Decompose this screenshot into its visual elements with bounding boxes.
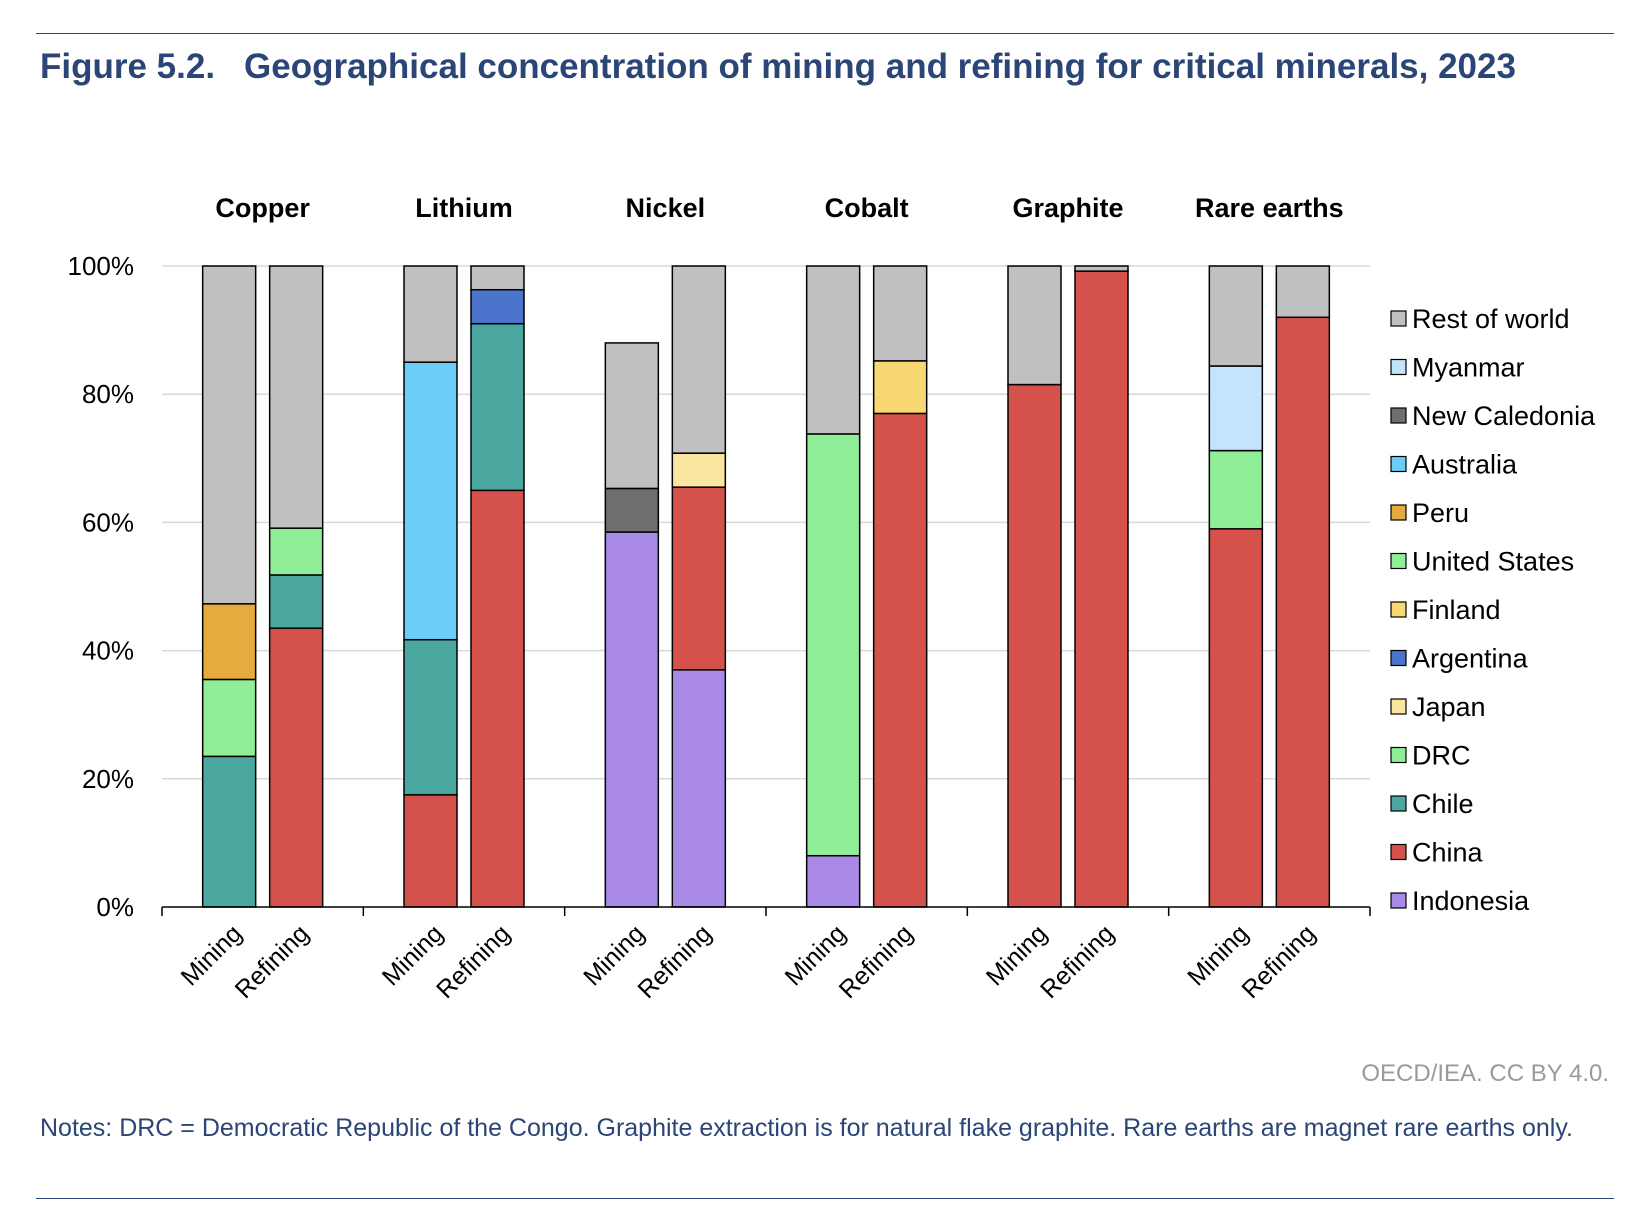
- x-tick-label-graphite-refining: Refining: [1035, 919, 1120, 1004]
- group-title-cobalt: Cobalt: [825, 193, 909, 223]
- bar-segment-lithium-refining-china: [470, 489, 525, 908]
- bar-segment-cobalt-mining-drc: [805, 433, 861, 857]
- legend-swatch-japan: [1390, 698, 1407, 715]
- bar-segment-copper-mining-rest-of-world: [201, 265, 257, 605]
- legend-swatch-indonesia: [1390, 892, 1407, 909]
- legend-label-new-caledonia: New Caledonia: [1412, 401, 1596, 431]
- bar-segment-nickel-refining-rest-of-world: [671, 265, 727, 454]
- bar-segment-graphite-mining-china: [1007, 383, 1062, 908]
- axes: [161, 906, 1371, 916]
- bar-segment-lithium-mining-rest-of-world: [403, 265, 458, 363]
- legend-swatch-peru: [1390, 504, 1407, 521]
- legend-swatch-new-caledonia: [1390, 407, 1407, 424]
- bar-segment-copper-mining-united-states: [201, 678, 257, 758]
- legend-label-chile: Chile: [1412, 789, 1474, 819]
- bar-segment-lithium-refining-rest-of-world: [470, 265, 525, 291]
- bar-segment-copper-mining-chile: [201, 755, 257, 908]
- bar-segment-cobalt-mining-indonesia: [805, 854, 861, 908]
- legend-swatch-rest-of-world: [1390, 310, 1407, 327]
- legend-swatch-myanmar: [1390, 358, 1407, 376]
- legend-label-united-states: United States: [1412, 547, 1574, 577]
- group-title-rare-earths: Rare earths: [1195, 193, 1344, 223]
- bar-segment-nickel-refining-china: [671, 486, 727, 671]
- legend-swatch-drc: [1390, 746, 1407, 764]
- bar-segment-rare-earths-mining-myanmar: [1208, 365, 1264, 452]
- bottom-rule: [36, 1198, 1614, 1199]
- figure-label: Figure 5.2.: [40, 47, 216, 86]
- legend-label-drc: DRC: [1412, 741, 1471, 771]
- x-tick-label-lithium-refining: Refining: [431, 919, 516, 1004]
- legend-label-japan: Japan: [1412, 692, 1486, 722]
- bar-segment-copper-refining-china: [268, 627, 324, 908]
- bar-segment-graphite-mining-rest-of-world: [1007, 265, 1062, 386]
- y-tick-label: 80%: [82, 379, 134, 409]
- bar-segment-lithium-mining-china: [403, 794, 458, 908]
- bar-segment-rare-earths-refining-rest-of-world: [1275, 265, 1331, 319]
- x-tick-label-rare-earths-refining: Refining: [1236, 919, 1321, 1004]
- figure-notes: Notes: DRC = Democratic Republic of the …: [40, 1114, 1573, 1142]
- bar-segment-cobalt-mining-rest-of-world: [805, 265, 861, 435]
- bar-segment-nickel-mining-rest-of-world: [604, 342, 660, 490]
- legend-swatch-finland: [1390, 601, 1407, 618]
- legend-label-argentina: Argentina: [1412, 644, 1529, 674]
- gridlines: [162, 265, 1370, 780]
- group-title-lithium: Lithium: [415, 193, 512, 223]
- legend-label-peru: Peru: [1412, 498, 1469, 528]
- group-title-nickel: Nickel: [626, 193, 706, 223]
- bar-segment-lithium-refining-argentina: [470, 288, 525, 325]
- bar-segment-copper-refining-united-states: [268, 527, 324, 576]
- y-tick-label: 40%: [82, 636, 134, 666]
- bar-segment-nickel-refining-indonesia: [671, 669, 727, 908]
- x-tick-label-cobalt-refining: Refining: [834, 919, 919, 1004]
- bar-segment-rare-earths-mining-united-states: [1208, 449, 1264, 530]
- bar-segment-rare-earths-mining-china: [1208, 528, 1264, 908]
- group-title-copper: Copper: [215, 193, 310, 223]
- legend-label-finland: Finland: [1412, 595, 1501, 625]
- x-tick-label-nickel-refining: Refining: [632, 919, 717, 1004]
- y-tick-label: 0%: [96, 892, 134, 922]
- bar-segment-copper-refining-rest-of-world: [268, 265, 324, 529]
- bar-segment-copper-refining-chile: [268, 574, 324, 629]
- bar-segment-cobalt-refining-china: [872, 412, 928, 908]
- figure-title: Geographical concentration of mining and…: [244, 47, 1516, 86]
- y-tick-label: 60%: [82, 507, 134, 537]
- top-rule: [36, 33, 1614, 34]
- bar-segment-graphite-refining-rest-of-world: [1074, 265, 1129, 272]
- legend-swatch-china: [1390, 843, 1407, 861]
- bar-segment-graphite-refining-china: [1074, 270, 1129, 908]
- legend-swatch-chile: [1390, 795, 1407, 812]
- bar-segment-lithium-refining-chile: [470, 322, 525, 492]
- legend-label-australia: Australia: [1412, 450, 1518, 480]
- legend-swatch-australia: [1390, 455, 1407, 473]
- legend-swatch-united-states: [1390, 552, 1407, 570]
- credit-line: OECD/IEA. CC BY 4.0.: [1361, 1060, 1609, 1087]
- bar-segment-cobalt-refining-rest-of-world: [872, 265, 928, 362]
- bar-segment-nickel-mining-indonesia: [604, 531, 660, 908]
- legend-swatch-argentina: [1390, 649, 1407, 667]
- legend-label-china: China: [1412, 838, 1484, 868]
- legend-label-indonesia: Indonesia: [1412, 886, 1530, 916]
- y-tick-label: 100%: [68, 251, 135, 281]
- x-tick-label-copper-refining: Refining: [230, 919, 315, 1004]
- bars: [201, 265, 1331, 908]
- bar-segment-cobalt-refining-finland: [872, 360, 928, 415]
- legend: Rest of world Myanmar New Caledonia Austral…: [1390, 304, 1596, 916]
- bar-segment-rare-earths-mining-rest-of-world: [1208, 265, 1264, 367]
- bar-segment-rare-earths-refining-china: [1275, 316, 1331, 908]
- bar-segment-lithium-mining-australia: [403, 361, 458, 641]
- legend-label-myanmar: Myanmar: [1412, 353, 1525, 383]
- bar-segment-nickel-refining-japan: [671, 452, 727, 488]
- bar-segment-copper-mining-peru: [201, 603, 257, 681]
- bar-segment-lithium-mining-chile: [403, 638, 458, 796]
- bar-segment-nickel-mining-new-caledonia: [604, 487, 660, 533]
- group-title-graphite: Graphite: [1012, 193, 1123, 223]
- y-tick-label: 20%: [82, 764, 134, 794]
- legend-label-rest-of-world: Rest of world: [1412, 304, 1570, 334]
